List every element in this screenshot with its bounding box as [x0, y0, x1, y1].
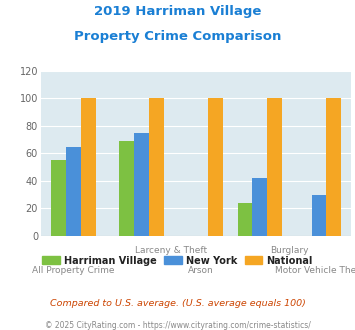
Bar: [51, 160, 66, 236]
Text: Larceny & Theft: Larceny & Theft: [135, 246, 207, 255]
Text: Compared to U.S. average. (U.S. average equals 100): Compared to U.S. average. (U.S. average …: [50, 299, 305, 308]
Bar: [312, 195, 326, 236]
Text: Motor Vehicle Theft: Motor Vehicle Theft: [275, 266, 355, 275]
Text: All Property Crime: All Property Crime: [32, 266, 115, 275]
Bar: [252, 178, 267, 236]
Text: Property Crime Comparison: Property Crime Comparison: [74, 30, 281, 43]
Bar: [119, 141, 134, 236]
Bar: [237, 203, 252, 236]
Bar: [208, 98, 223, 236]
Bar: [66, 147, 81, 236]
Bar: [81, 98, 95, 236]
Text: © 2025 CityRating.com - https://www.cityrating.com/crime-statistics/: © 2025 CityRating.com - https://www.city…: [45, 321, 310, 330]
Bar: [149, 98, 164, 236]
Text: Burglary: Burglary: [270, 246, 308, 255]
Bar: [267, 98, 282, 236]
Bar: [326, 98, 341, 236]
Text: Arson: Arson: [188, 266, 213, 275]
Legend: Harriman Village, New York, National: Harriman Village, New York, National: [38, 252, 317, 270]
Text: 2019 Harriman Village: 2019 Harriman Village: [94, 5, 261, 18]
Bar: [134, 133, 149, 236]
